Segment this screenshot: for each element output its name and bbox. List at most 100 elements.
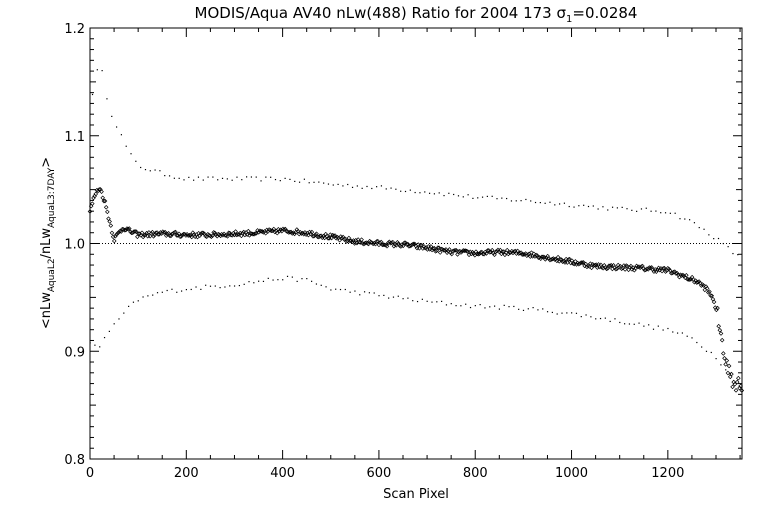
lower-envelope-point	[128, 305, 130, 307]
ratio-point	[430, 246, 436, 251]
lower-envelope-point	[190, 288, 192, 291]
upper-envelope-point	[650, 210, 652, 212]
ratio-point	[133, 229, 139, 234]
lower-envelope-point	[306, 278, 308, 280]
ratio-point	[622, 267, 628, 272]
lower-envelope-point	[378, 295, 380, 297]
ratio-point	[261, 230, 266, 235]
lower-envelope-point	[493, 305, 496, 307]
lower-envelope-point	[152, 294, 154, 296]
lower-envelope-point	[258, 280, 260, 282]
lower-envelope-point	[624, 323, 626, 325]
upper-envelope-point	[727, 246, 729, 248]
upper-envelope-point	[443, 194, 445, 197]
upper-envelope-point	[568, 205, 570, 208]
ratio-point	[711, 299, 717, 305]
ratio-point	[313, 232, 318, 238]
x-tick-label: 0	[86, 466, 94, 481]
upper-envelope-point	[144, 168, 147, 171]
ratio-point	[723, 362, 728, 367]
ratio-point	[533, 252, 539, 258]
lower-envelope-point	[363, 291, 366, 293]
upper-envelope-point	[693, 222, 696, 224]
upper-envelope-point	[563, 202, 566, 204]
lower-envelope-point	[566, 312, 568, 314]
lower-envelope-point	[590, 316, 592, 318]
ratio-point	[102, 198, 108, 204]
ratio-point	[494, 248, 500, 254]
upper-envelope-point	[347, 183, 349, 186]
upper-envelope-point	[101, 70, 103, 72]
ratio-point	[436, 245, 442, 251]
upper-envelope-point	[655, 210, 657, 212]
ratio-point	[704, 286, 710, 291]
ratio-point	[708, 293, 713, 298]
ratio-point	[400, 243, 406, 249]
lower-envelope-point	[373, 292, 375, 294]
upper-envelope-point	[462, 196, 464, 198]
ratio-point	[488, 249, 494, 255]
ratio-point	[570, 261, 576, 266]
lower-envelope-point	[681, 332, 683, 334]
ratio-point	[175, 233, 181, 238]
lower-envelope-point	[508, 306, 510, 308]
lower-envelope-point	[575, 312, 578, 314]
upper-envelope-point	[130, 153, 132, 155]
upper-envelope-point	[356, 185, 358, 187]
y-tick-label: 1.0	[64, 238, 85, 253]
lower-envelope-point	[291, 276, 293, 278]
lower-envelope-point	[416, 300, 419, 303]
upper-envelope-point	[419, 192, 421, 194]
lower-envelope-point	[368, 292, 370, 294]
upper-envelope-point	[592, 205, 594, 207]
plot-frame	[89, 27, 743, 460]
lower-envelope-point	[571, 312, 573, 314]
lower-envelope-point	[315, 283, 318, 285]
ratio-point	[538, 256, 544, 261]
ratio-point	[136, 231, 141, 237]
ratio-point	[244, 232, 250, 237]
lower-envelope-point	[311, 280, 313, 282]
ratio-point	[142, 233, 147, 238]
lower-envelope-point	[200, 288, 202, 291]
ratio-point	[382, 242, 387, 248]
lower-envelope-point	[185, 288, 188, 291]
lower-envelope-point	[537, 309, 539, 311]
ratio-point	[236, 232, 242, 237]
upper-envelope-point	[308, 182, 310, 184]
upper-envelope-point	[250, 176, 253, 178]
ratio-point	[716, 323, 721, 329]
upper-envelope-point	[477, 197, 479, 199]
upper-envelope-point	[390, 187, 392, 189]
lower-envelope-point	[359, 294, 361, 296]
lower-envelope-point	[522, 309, 525, 311]
lower-envelope-point	[161, 291, 163, 293]
ratio-point	[411, 241, 416, 247]
ratio-point	[99, 189, 104, 194]
upper-envelope-point	[212, 176, 214, 178]
upper-envelope-point	[597, 208, 599, 210]
lower-envelope-point	[412, 300, 414, 302]
lower-envelope-point	[609, 320, 611, 323]
y-axis-title: <nLwAquaL2/nLwAquaL3:7DAY>	[39, 157, 57, 329]
lower-envelope-point	[132, 301, 135, 303]
upper-envelope-point	[669, 212, 671, 214]
upper-envelope-point	[135, 160, 137, 162]
ratio-point	[233, 229, 238, 234]
lower-envelope-point	[585, 314, 587, 316]
lower-envelope-point	[691, 337, 693, 339]
ratio-point	[444, 250, 450, 255]
ratio-point	[717, 327, 723, 333]
lower-envelope-point	[441, 300, 443, 302]
ratio-point	[101, 198, 107, 204]
chart-title-prefix: MODIS/Aqua AV40 nLw(488) Ratio for 2004 …	[195, 4, 557, 22]
ratio-point	[176, 231, 182, 237]
ratio-point	[165, 231, 170, 237]
ratio-point	[543, 257, 548, 262]
lower-envelope-point	[527, 308, 529, 310]
upper-envelope-point	[621, 206, 623, 208]
ratio-point	[263, 230, 268, 236]
lower-envelope-point	[195, 286, 197, 288]
ratio-point	[471, 251, 476, 256]
chart-title-suffix: =0.0284	[572, 4, 637, 22]
